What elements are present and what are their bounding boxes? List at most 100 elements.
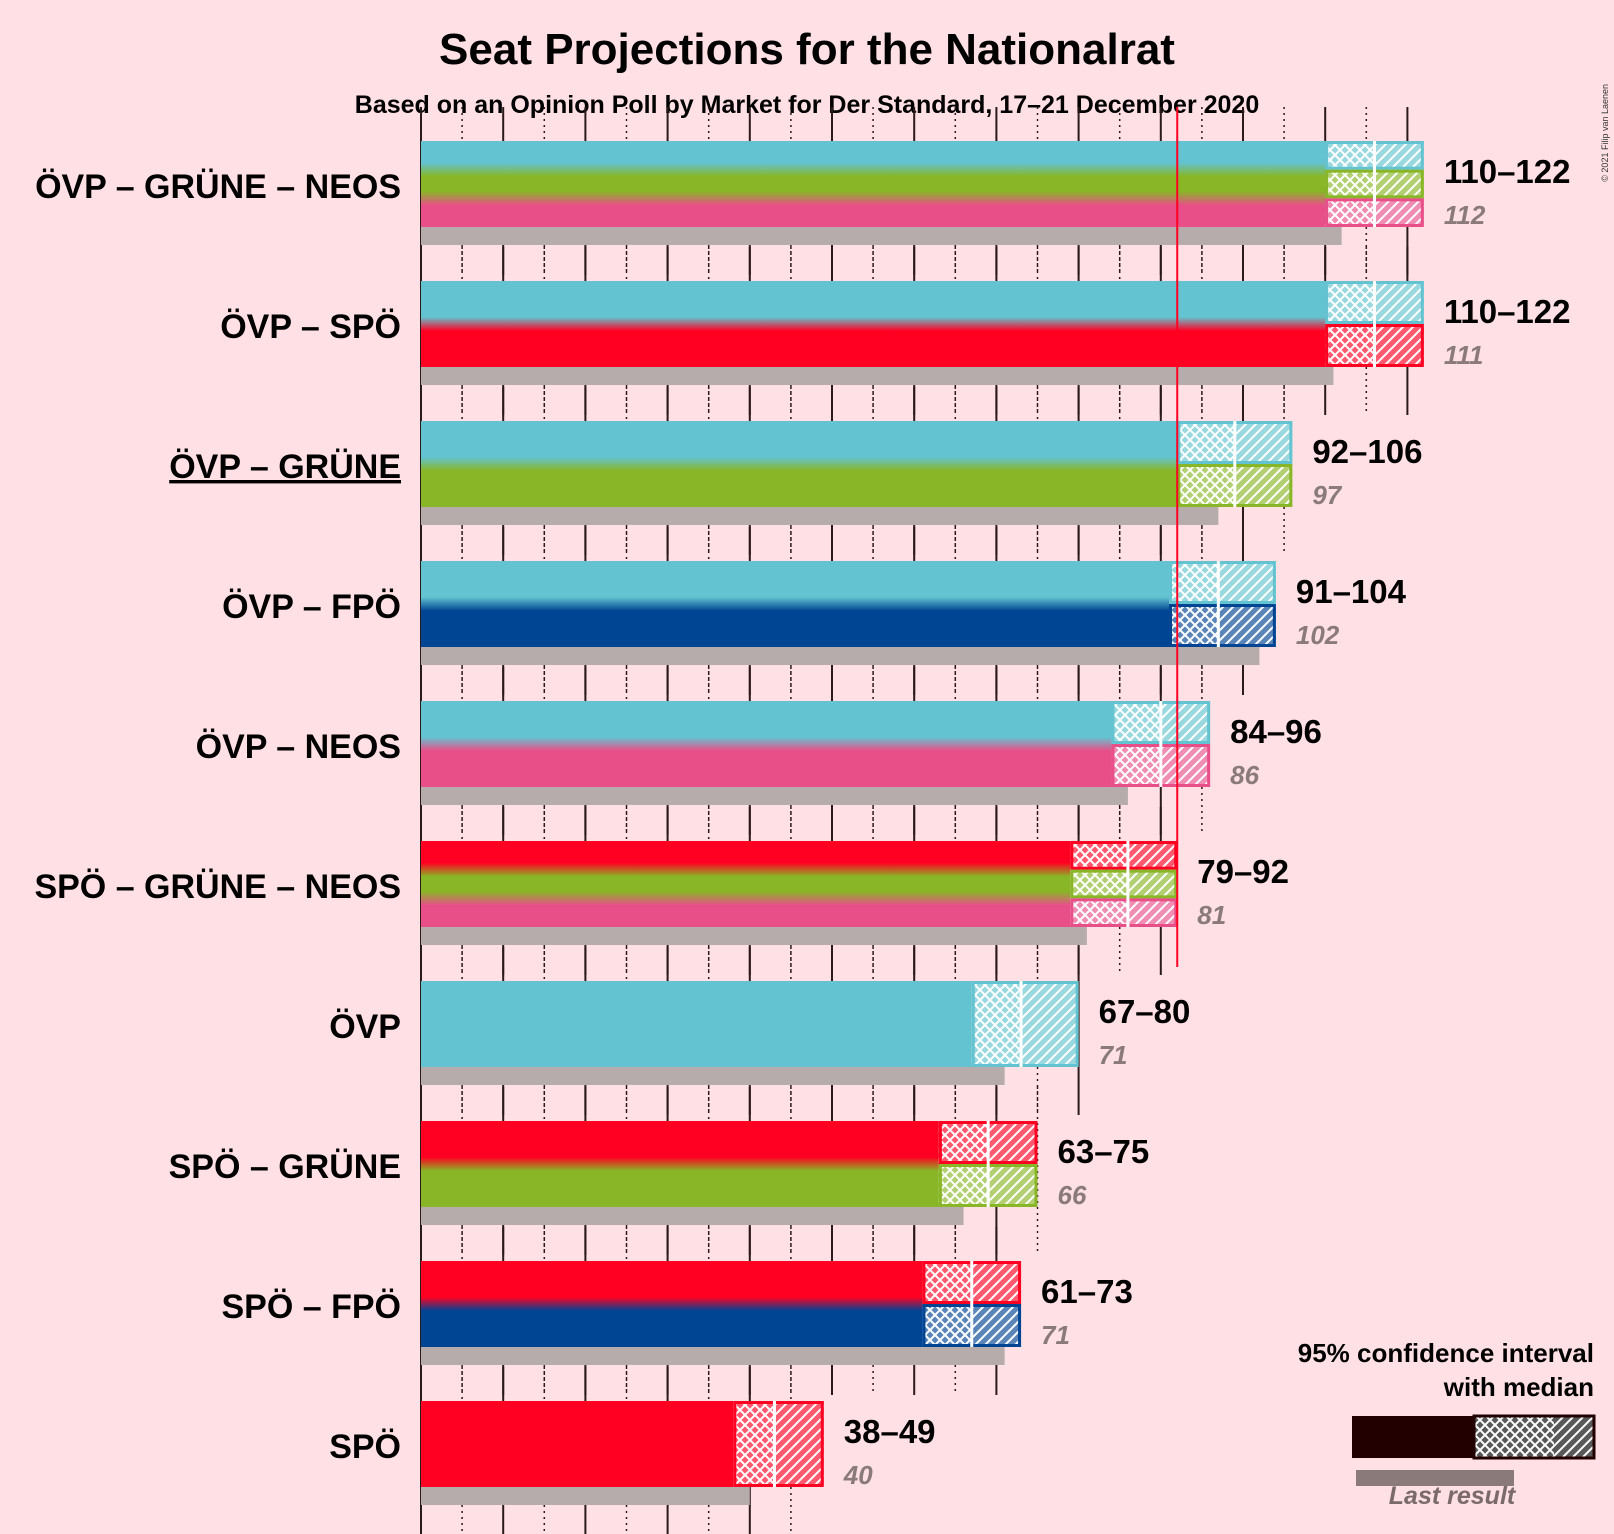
last-result-bar [421, 1343, 1005, 1365]
last-result-bar [421, 643, 1260, 665]
last-result-label: 66 [1058, 1180, 1087, 1210]
ci-lower-half [1070, 869, 1128, 899]
row-label: SPÖ – GRÜNE – NEOS [34, 868, 401, 906]
row-4: ÖVP – FPÖ 91–104 102 [222, 527, 1407, 695]
ci-upper-half [1234, 421, 1293, 464]
ci-upper-half [1234, 464, 1293, 507]
ci-upper-half [971, 1304, 1022, 1347]
row-label: SPÖ [329, 1428, 401, 1466]
ci-lower-half [1325, 169, 1375, 199]
bar-solid [421, 701, 1112, 787]
last-result-label: 71 [1041, 1320, 1070, 1350]
row-label: ÖVP – SPÖ [220, 308, 401, 346]
ci-upper-half [1160, 744, 1211, 787]
last-result-label: 97 [1312, 480, 1342, 510]
ci-outline [1169, 561, 1276, 604]
bar-solid [421, 1261, 923, 1347]
chart-title: Seat Projections for the Nationalrat [439, 25, 1175, 74]
bar-solid [421, 981, 972, 1067]
copyright-note: © 2021 Filip van Laenen [1600, 84, 1610, 182]
ci-lower-half [922, 1304, 972, 1347]
legend-title-line2: with median [1443, 1372, 1594, 1402]
last-result-bar [421, 783, 1128, 805]
ci-lower-half [1070, 841, 1128, 870]
chart-subtitle: Based on an Opinion Poll by Market for D… [355, 91, 1259, 119]
range-label: 110–122 [1444, 293, 1571, 330]
row-label: ÖVP – GRÜNE [169, 448, 401, 486]
legend-cross [1474, 1416, 1554, 1458]
last-result-label: 112 [1444, 200, 1486, 230]
row-label: ÖVP – FPÖ [222, 588, 401, 626]
ci-upper-half [774, 1401, 824, 1487]
legend-diag [1554, 1416, 1594, 1458]
ci-lower-half [1325, 141, 1375, 170]
row-9: SPÖ – FPÖ 61–73 71 [222, 1227, 1133, 1395]
last-result-label: 81 [1197, 900, 1226, 930]
ci-outline [1070, 898, 1178, 927]
last-result-bar [421, 923, 1087, 945]
range-label: 79–92 [1197, 853, 1289, 890]
row-8: SPÖ – GRÜNE 63–75 66 [169, 1087, 1150, 1255]
legend-solid [1352, 1416, 1474, 1458]
last-result-label: 71 [1099, 1040, 1128, 1070]
last-result-bar [421, 363, 1334, 385]
ci-upper-half [1218, 604, 1276, 647]
bar-solid [421, 1401, 734, 1487]
ci-upper-half [1218, 561, 1276, 604]
row-label: ÖVP – GRÜNE – NEOS [35, 168, 401, 206]
row-label: ÖVP [329, 1008, 401, 1046]
row-7: ÖVP 67–80 71 [329, 947, 1190, 1115]
ci-upper-half [1374, 198, 1424, 227]
ci-outline [1070, 841, 1178, 870]
legend-swatch [1352, 1414, 1596, 1486]
ci-upper-half [1374, 169, 1424, 199]
ci-upper-half [1160, 701, 1211, 744]
ci-lower-half [1111, 701, 1161, 744]
ci-outline [733, 1401, 824, 1487]
legend-last-result-label: Last result [1389, 1482, 1517, 1510]
ci-lower-half [1177, 464, 1235, 507]
ci-lower-half [1070, 898, 1128, 927]
bar-solid [421, 1121, 939, 1207]
chart-rows: ÖVP – GRÜNE – NEOS 110–122 112 ÖVP – SPÖ 110… [34, 107, 1570, 1534]
ci-upper-half [1021, 981, 1079, 1067]
legend: 95% confidence interval with median Last… [1298, 1338, 1596, 1510]
bar-solid [421, 421, 1178, 507]
row-10: SPÖ 38–49 40 [329, 1367, 936, 1534]
last-result-label: 40 [843, 1460, 873, 1490]
ci-upper-half [1374, 324, 1424, 367]
ci-lower-half [733, 1401, 775, 1487]
ci-lower-half [1177, 421, 1235, 464]
range-label: 67–80 [1099, 993, 1191, 1030]
ci-upper-half [971, 1261, 1022, 1304]
ci-lower-half [1325, 324, 1375, 367]
ci-upper-half [988, 1164, 1038, 1207]
ci-lower-half [1325, 198, 1375, 227]
range-label: 91–104 [1296, 573, 1407, 610]
row-label: SPÖ – FPÖ [222, 1288, 402, 1326]
last-result-label: 86 [1230, 760, 1259, 790]
legend-title-line1: 95% confidence interval [1298, 1338, 1594, 1368]
bar-solid [421, 141, 1326, 227]
ci-lower-half [922, 1261, 972, 1304]
ci-upper-half [1127, 869, 1178, 899]
range-label: 110–122 [1444, 153, 1571, 190]
range-label: 63–75 [1058, 1133, 1150, 1170]
row-label: SPÖ – GRÜNE [169, 1148, 401, 1186]
bar-solid [421, 841, 1071, 927]
range-label: 92–106 [1312, 433, 1422, 470]
range-label: 38–49 [844, 1413, 936, 1450]
ci-lower-half [971, 981, 1022, 1067]
ci-lower-half [1325, 281, 1375, 324]
ci-outline [1169, 604, 1276, 647]
row-label: ÖVP – NEOS [196, 728, 401, 766]
ci-upper-half [988, 1121, 1038, 1164]
legend-last-result-bar [1356, 1470, 1514, 1486]
last-result-bar [421, 1203, 964, 1225]
ci-lower-half [938, 1164, 989, 1207]
ci-upper-half [1374, 281, 1424, 324]
ci-upper-half [1127, 898, 1178, 927]
ci-upper-half [1374, 141, 1424, 170]
ci-outline [1070, 869, 1178, 899]
